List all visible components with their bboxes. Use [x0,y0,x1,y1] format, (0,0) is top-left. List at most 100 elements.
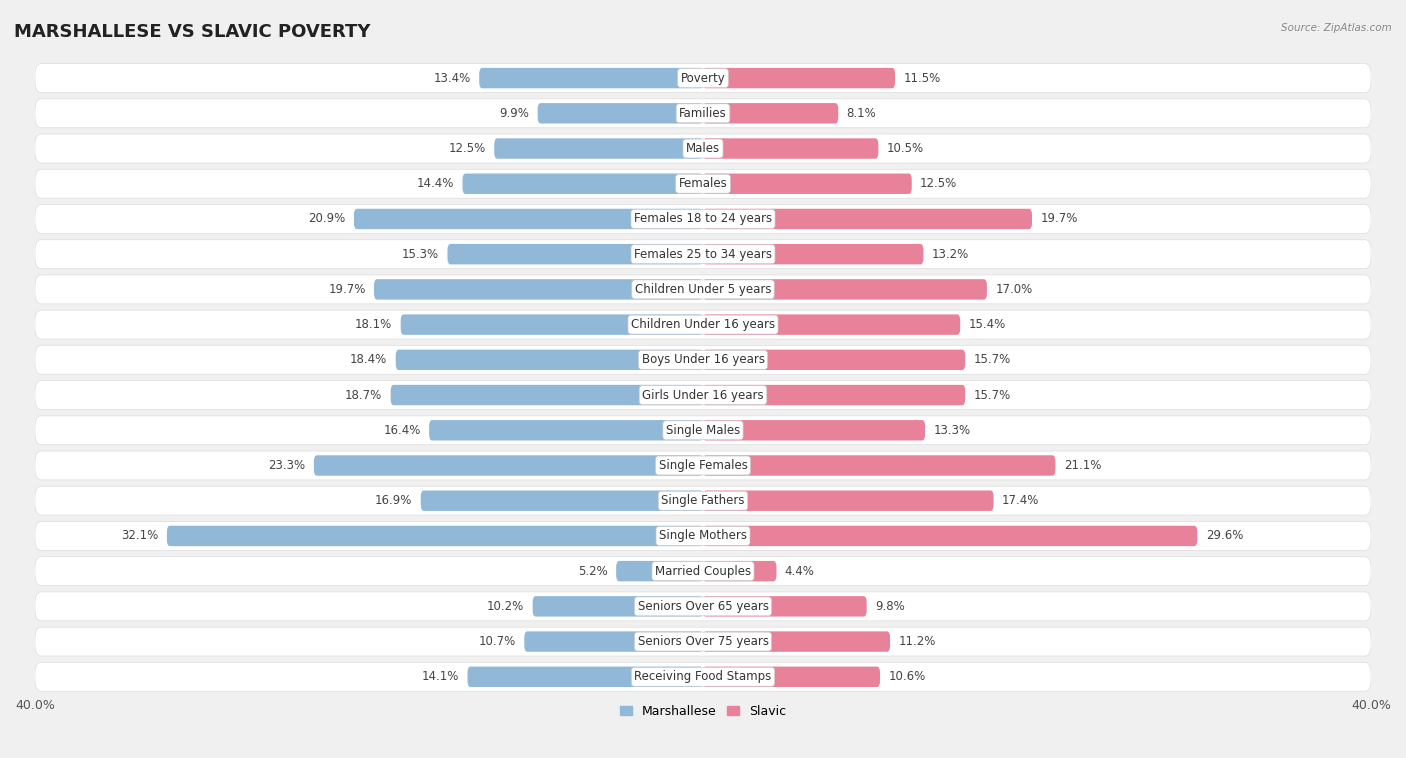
Text: 17.0%: 17.0% [995,283,1032,296]
FancyBboxPatch shape [703,385,965,406]
FancyBboxPatch shape [35,275,1371,304]
Text: Source: ZipAtlas.com: Source: ZipAtlas.com [1281,23,1392,33]
FancyBboxPatch shape [401,315,703,335]
FancyBboxPatch shape [35,381,1371,409]
FancyBboxPatch shape [35,627,1371,656]
FancyBboxPatch shape [35,556,1371,586]
Text: 8.1%: 8.1% [846,107,876,120]
Text: 11.5%: 11.5% [904,71,941,85]
Text: 29.6%: 29.6% [1206,529,1243,543]
Text: Girls Under 16 years: Girls Under 16 years [643,389,763,402]
FancyBboxPatch shape [35,205,1371,233]
Text: 14.1%: 14.1% [422,670,460,683]
FancyBboxPatch shape [463,174,703,194]
Text: 18.7%: 18.7% [344,389,382,402]
FancyBboxPatch shape [35,134,1371,163]
Text: 21.1%: 21.1% [1064,459,1101,472]
Text: 9.8%: 9.8% [875,600,905,613]
Text: 13.2%: 13.2% [932,248,969,261]
FancyBboxPatch shape [35,451,1371,480]
FancyBboxPatch shape [35,522,1371,550]
Text: Children Under 5 years: Children Under 5 years [634,283,772,296]
Text: 10.7%: 10.7% [478,635,516,648]
Text: Children Under 16 years: Children Under 16 years [631,318,775,331]
Text: MARSHALLESE VS SLAVIC POVERTY: MARSHALLESE VS SLAVIC POVERTY [14,23,371,41]
Text: 18.1%: 18.1% [356,318,392,331]
FancyBboxPatch shape [703,420,925,440]
Text: 19.7%: 19.7% [1040,212,1078,225]
FancyBboxPatch shape [703,490,994,511]
Text: 10.6%: 10.6% [889,670,925,683]
Text: 18.4%: 18.4% [350,353,387,366]
Text: 14.4%: 14.4% [416,177,454,190]
FancyBboxPatch shape [703,208,1032,229]
Text: 11.2%: 11.2% [898,635,936,648]
Text: 15.7%: 15.7% [973,353,1011,366]
Text: 15.4%: 15.4% [969,318,1005,331]
FancyBboxPatch shape [703,103,838,124]
Text: 12.5%: 12.5% [449,142,486,155]
Text: 4.4%: 4.4% [785,565,814,578]
FancyBboxPatch shape [703,631,890,652]
Text: Receiving Food Stamps: Receiving Food Stamps [634,670,772,683]
FancyBboxPatch shape [429,420,703,440]
FancyBboxPatch shape [703,666,880,687]
FancyBboxPatch shape [35,64,1371,92]
Text: Boys Under 16 years: Boys Under 16 years [641,353,765,366]
FancyBboxPatch shape [703,174,911,194]
Text: Males: Males [686,142,720,155]
FancyBboxPatch shape [703,561,776,581]
Legend: Marshallese, Slavic: Marshallese, Slavic [614,700,792,723]
Text: 10.2%: 10.2% [486,600,524,613]
Text: Single Mothers: Single Mothers [659,529,747,543]
FancyBboxPatch shape [354,208,703,229]
Text: Females 18 to 24 years: Females 18 to 24 years [634,212,772,225]
Text: Single Fathers: Single Fathers [661,494,745,507]
Text: 32.1%: 32.1% [121,529,159,543]
FancyBboxPatch shape [35,346,1371,374]
FancyBboxPatch shape [703,456,1056,476]
Text: 20.9%: 20.9% [308,212,346,225]
FancyBboxPatch shape [468,666,703,687]
Text: Seniors Over 65 years: Seniors Over 65 years [637,600,769,613]
FancyBboxPatch shape [447,244,703,265]
FancyBboxPatch shape [703,315,960,335]
Text: 10.5%: 10.5% [887,142,924,155]
Text: Married Couples: Married Couples [655,565,751,578]
FancyBboxPatch shape [35,592,1371,621]
Text: Females 25 to 34 years: Females 25 to 34 years [634,248,772,261]
FancyBboxPatch shape [524,631,703,652]
Text: 12.5%: 12.5% [920,177,957,190]
FancyBboxPatch shape [703,68,896,88]
Text: Single Females: Single Females [658,459,748,472]
FancyBboxPatch shape [703,279,987,299]
FancyBboxPatch shape [703,138,879,158]
Text: Seniors Over 75 years: Seniors Over 75 years [637,635,769,648]
Text: 5.2%: 5.2% [578,565,607,578]
Text: 13.4%: 13.4% [433,71,471,85]
Text: Poverty: Poverty [681,71,725,85]
Text: 23.3%: 23.3% [269,459,305,472]
FancyBboxPatch shape [533,596,703,616]
FancyBboxPatch shape [391,385,703,406]
Text: 16.4%: 16.4% [384,424,420,437]
FancyBboxPatch shape [537,103,703,124]
Text: Single Males: Single Males [666,424,740,437]
FancyBboxPatch shape [703,349,965,370]
FancyBboxPatch shape [420,490,703,511]
Text: Families: Families [679,107,727,120]
Text: Females: Females [679,177,727,190]
FancyBboxPatch shape [495,138,703,158]
FancyBboxPatch shape [703,244,924,265]
FancyBboxPatch shape [703,596,866,616]
FancyBboxPatch shape [35,416,1371,445]
FancyBboxPatch shape [35,310,1371,339]
Text: 13.3%: 13.3% [934,424,970,437]
Text: 9.9%: 9.9% [499,107,529,120]
FancyBboxPatch shape [35,169,1371,198]
FancyBboxPatch shape [35,487,1371,515]
FancyBboxPatch shape [479,68,703,88]
FancyBboxPatch shape [616,561,703,581]
FancyBboxPatch shape [35,99,1371,128]
FancyBboxPatch shape [35,240,1371,268]
